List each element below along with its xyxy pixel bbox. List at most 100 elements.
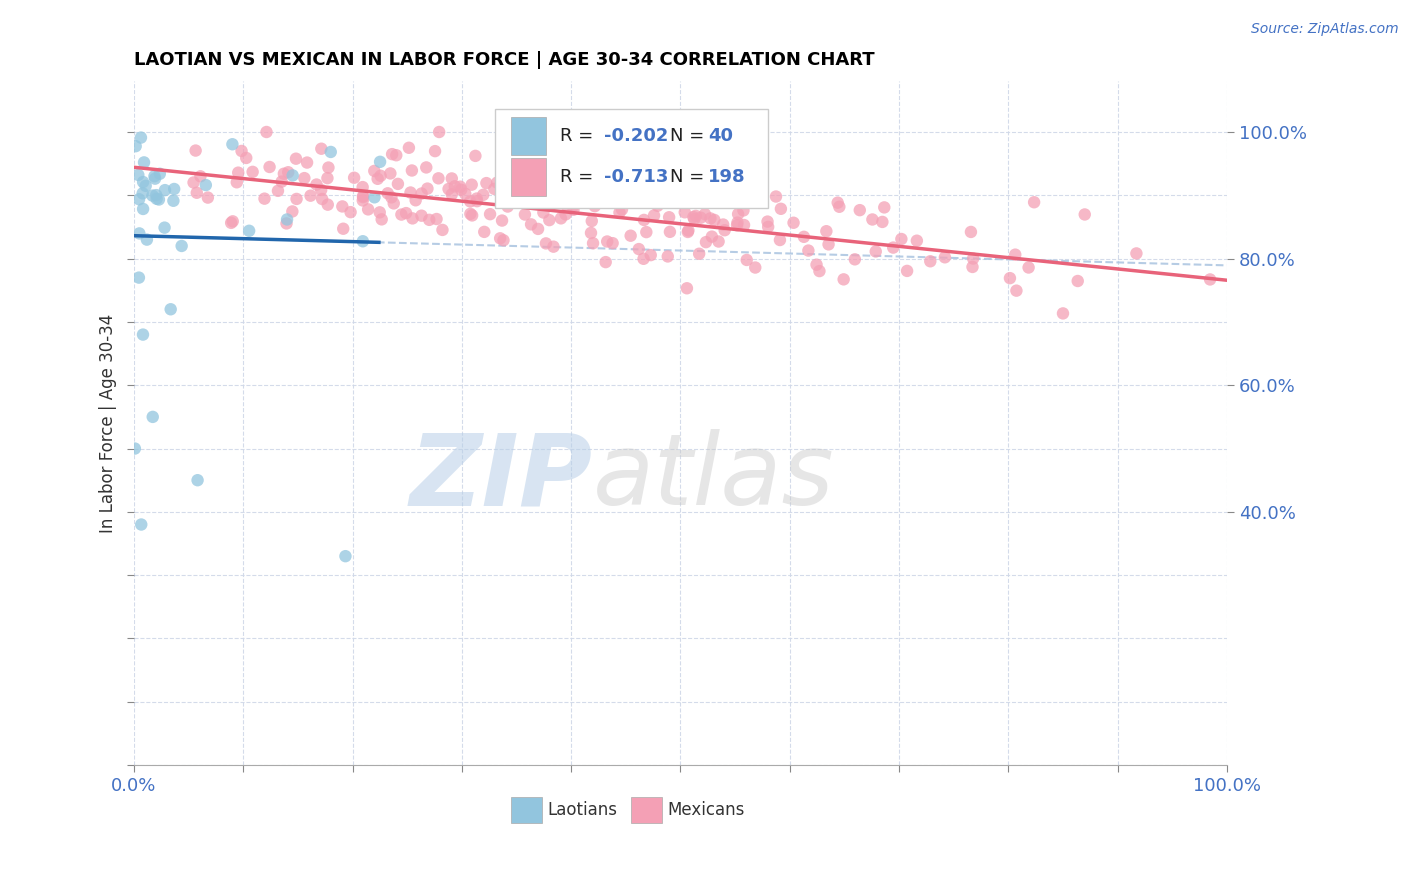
FancyBboxPatch shape bbox=[631, 797, 662, 823]
Point bbox=[534, 236, 557, 251]
Point bbox=[543, 240, 565, 254]
Point bbox=[352, 234, 374, 248]
Point bbox=[682, 210, 704, 224]
Point bbox=[1199, 272, 1222, 286]
Point bbox=[905, 234, 928, 248]
Point bbox=[129, 130, 152, 145]
Point bbox=[124, 139, 146, 153]
Point bbox=[882, 241, 904, 255]
Point bbox=[149, 167, 172, 181]
Point bbox=[222, 214, 245, 228]
Point bbox=[398, 141, 420, 155]
Point bbox=[242, 165, 264, 179]
Point bbox=[756, 219, 779, 234]
Point bbox=[461, 178, 484, 192]
Point bbox=[163, 182, 186, 196]
Point bbox=[352, 194, 374, 208]
Point bbox=[1005, 284, 1028, 298]
Point bbox=[135, 178, 157, 193]
Point bbox=[432, 223, 454, 237]
Point bbox=[727, 207, 749, 221]
Point bbox=[153, 220, 176, 235]
FancyBboxPatch shape bbox=[510, 797, 541, 823]
Point bbox=[270, 175, 292, 189]
Point bbox=[636, 225, 658, 239]
Point bbox=[316, 171, 339, 186]
Point bbox=[159, 302, 181, 317]
Point bbox=[620, 228, 643, 243]
Point bbox=[808, 264, 831, 278]
Point bbox=[496, 200, 519, 214]
Point bbox=[627, 242, 650, 256]
Point bbox=[318, 161, 340, 175]
Point bbox=[700, 229, 723, 244]
Point bbox=[142, 409, 165, 424]
Point bbox=[357, 202, 380, 217]
Point bbox=[769, 202, 792, 216]
Point bbox=[309, 183, 332, 197]
Point bbox=[135, 233, 157, 247]
Point bbox=[579, 226, 602, 240]
FancyBboxPatch shape bbox=[510, 117, 546, 155]
Text: Mexicans: Mexicans bbox=[668, 801, 745, 819]
Point bbox=[633, 213, 655, 227]
Y-axis label: In Labor Force | Age 30-34: In Labor Force | Age 30-34 bbox=[100, 314, 117, 533]
Point bbox=[127, 168, 149, 182]
Point bbox=[401, 163, 423, 178]
Point bbox=[319, 145, 342, 159]
Point bbox=[550, 211, 572, 226]
Point bbox=[311, 142, 333, 156]
Point bbox=[806, 258, 828, 272]
Point bbox=[399, 186, 422, 200]
Point bbox=[145, 192, 167, 206]
Point bbox=[225, 175, 247, 189]
Point bbox=[962, 260, 984, 274]
Point bbox=[368, 205, 391, 219]
Point bbox=[128, 192, 150, 206]
Point bbox=[707, 235, 730, 249]
Point bbox=[128, 227, 150, 241]
Text: -0.202: -0.202 bbox=[605, 127, 668, 145]
Point bbox=[458, 194, 481, 209]
Point bbox=[219, 216, 242, 230]
Point bbox=[658, 211, 681, 225]
Point bbox=[316, 197, 339, 211]
Point bbox=[648, 178, 671, 193]
Point bbox=[370, 212, 392, 227]
Point bbox=[335, 549, 357, 564]
Point bbox=[339, 205, 361, 219]
Point bbox=[352, 189, 374, 203]
Point bbox=[472, 187, 495, 202]
Point bbox=[643, 209, 665, 223]
Point bbox=[1018, 260, 1040, 275]
Point bbox=[440, 187, 463, 202]
FancyBboxPatch shape bbox=[495, 109, 768, 208]
Point bbox=[184, 144, 207, 158]
Point bbox=[370, 169, 392, 183]
Point bbox=[437, 182, 460, 196]
Point bbox=[695, 235, 717, 249]
Text: N =: N = bbox=[669, 168, 710, 186]
Point bbox=[479, 207, 502, 221]
Point bbox=[520, 218, 543, 232]
Point bbox=[513, 163, 536, 178]
Point bbox=[416, 181, 439, 195]
Text: ZIP: ZIP bbox=[411, 429, 593, 526]
Point bbox=[132, 175, 155, 189]
Point bbox=[276, 212, 298, 227]
Point bbox=[143, 169, 166, 184]
Point bbox=[699, 211, 721, 226]
Point bbox=[197, 191, 219, 205]
Point bbox=[538, 213, 561, 227]
Point bbox=[377, 186, 399, 201]
Text: R =: R = bbox=[560, 127, 599, 145]
Point bbox=[531, 205, 554, 219]
Point bbox=[998, 271, 1021, 285]
Point bbox=[1125, 246, 1147, 260]
Point bbox=[1052, 306, 1074, 320]
Point bbox=[292, 171, 315, 186]
Point bbox=[934, 250, 956, 264]
Point bbox=[132, 155, 155, 169]
Point bbox=[330, 199, 353, 213]
Point bbox=[756, 214, 779, 228]
